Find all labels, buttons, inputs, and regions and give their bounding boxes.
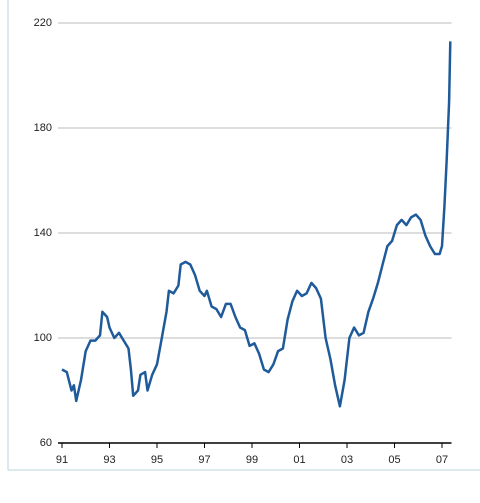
x-tick-label: 01	[293, 454, 305, 466]
x-tick-label: 91	[56, 454, 68, 466]
x-tick-label: 93	[103, 454, 115, 466]
data-line	[61, 41, 452, 408]
y-tick-label: 180	[34, 122, 52, 134]
y-tick-label: 60	[40, 437, 52, 449]
x-tick-label: 03	[341, 454, 353, 466]
x-tick-label: 99	[246, 454, 258, 466]
y-tick-label: 140	[34, 227, 52, 239]
x-tick-label: 05	[388, 454, 400, 466]
x-tick-label: 95	[151, 454, 163, 466]
x-tick-label: 97	[198, 454, 210, 466]
y-tick-label: 220	[34, 17, 52, 29]
x-tick-label: 07	[436, 454, 448, 466]
y-tick-label: 100	[34, 332, 52, 344]
